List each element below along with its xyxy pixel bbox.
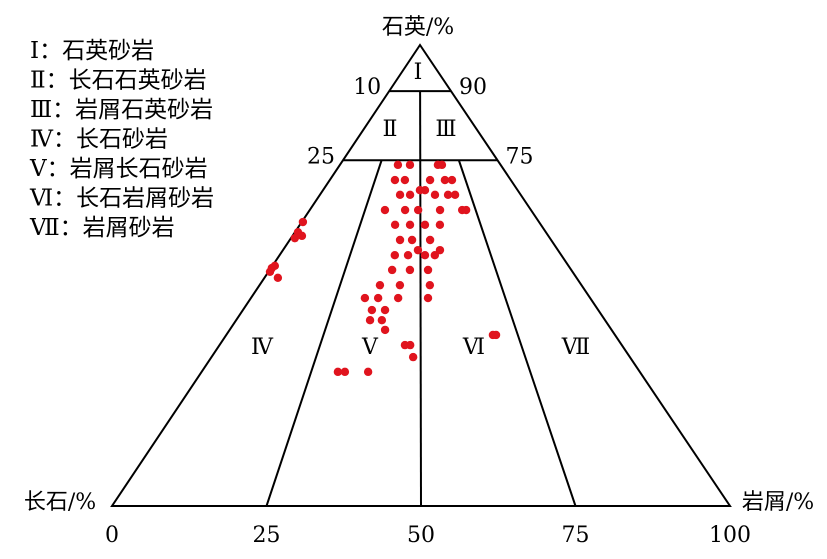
sample-point (425, 175, 435, 185)
sample-point (333, 367, 343, 377)
zone-label: Ⅶ (561, 335, 590, 360)
sample-point (393, 293, 403, 303)
sample-point (387, 265, 397, 275)
quartz-line-label: 25 (307, 144, 335, 169)
zone-label: Ⅲ (435, 117, 456, 142)
sample-point (447, 175, 457, 185)
sample-point (373, 293, 383, 303)
sample-point (377, 316, 387, 325)
sample-point (405, 340, 415, 350)
sample-point (395, 235, 405, 245)
sample-point (395, 280, 405, 290)
sample-point (405, 190, 415, 200)
sample-point (380, 205, 390, 215)
legend-entry: Ⅱ：长石石英砂岩 (30, 68, 207, 94)
zone-label: Ⅴ (361, 335, 379, 360)
sample-point (430, 251, 440, 260)
legend-entry: Ⅲ：岩屑石英砂岩 (30, 97, 213, 123)
sample-point (430, 190, 440, 200)
sample-point (407, 235, 417, 245)
legend-entry: Ⅳ：长石砂岩 (30, 127, 168, 153)
sample-point (375, 280, 385, 290)
sample-point (425, 235, 435, 245)
sample-point (360, 293, 370, 303)
ratio-line (419, 91, 422, 507)
sample-point (440, 175, 450, 185)
sample-point (405, 220, 415, 229)
sample-point (298, 217, 308, 227)
sample-point (395, 190, 405, 200)
sample-point (405, 160, 415, 170)
sample-point (400, 205, 410, 215)
zone-label: Ⅱ (383, 117, 398, 142)
sample-point (380, 305, 390, 315)
sample-point (413, 245, 423, 255)
sample-point (290, 233, 300, 243)
sample-point (420, 220, 430, 229)
legend-entry: Ⅶ：岩屑砂岩 (29, 215, 175, 241)
ratio-line (457, 159, 577, 507)
legend-entry: Ⅰ：石英砂岩 (30, 38, 154, 64)
sample-point (450, 190, 460, 200)
sample-point (380, 325, 390, 335)
sample-point (425, 280, 435, 290)
sample-point (363, 367, 373, 377)
quartz-line-label: 90 (459, 75, 487, 100)
sample-point (420, 251, 430, 260)
sample-point (461, 205, 471, 215)
sample-point (400, 175, 410, 185)
quartz-line-label: 10 (353, 75, 381, 100)
sample-point (405, 265, 415, 275)
ratio-line (265, 159, 383, 507)
sample-point (390, 175, 400, 185)
sample-point (423, 265, 433, 275)
sample-point (443, 190, 453, 200)
sample-point (367, 305, 377, 315)
x-tick-label: 25 (253, 523, 281, 548)
legend-entry: Ⅵ：长石岩屑砂岩 (29, 186, 214, 212)
left-vertex-label: 长石/% (24, 490, 96, 515)
sample-point (403, 251, 413, 260)
sample-point (365, 316, 375, 325)
sample-point (435, 245, 445, 255)
quartz-line-label: 75 (506, 144, 534, 169)
sample-point (435, 220, 445, 229)
legend-entry: Ⅴ：岩屑长石砂岩 (29, 156, 208, 182)
sample-point (413, 205, 423, 215)
sample-point (488, 330, 498, 340)
sample-point (265, 267, 275, 277)
x-tick-label: 0 (105, 523, 119, 548)
sample-point (437, 160, 447, 170)
right-vertex-label: 岩屑/% (742, 490, 814, 515)
sample-point (435, 205, 445, 215)
sample-point (270, 261, 280, 271)
sample-point (340, 367, 350, 377)
sample-point (423, 293, 433, 303)
sample-point (408, 352, 418, 362)
x-tick-label: 100 (709, 523, 751, 548)
sample-point (390, 251, 400, 260)
zone-label: Ⅵ (462, 335, 485, 360)
zone-label: Ⅳ (251, 335, 274, 360)
zone-label: Ⅰ (414, 60, 423, 85)
chart-title: 石英/% (382, 15, 454, 40)
sample-point (390, 220, 400, 229)
x-tick-label: 75 (562, 523, 590, 548)
sample-point (297, 231, 307, 241)
sample-point (273, 273, 283, 283)
x-tick-label: 50 (407, 523, 435, 548)
sample-point (393, 160, 403, 170)
sample-point (420, 186, 430, 195)
